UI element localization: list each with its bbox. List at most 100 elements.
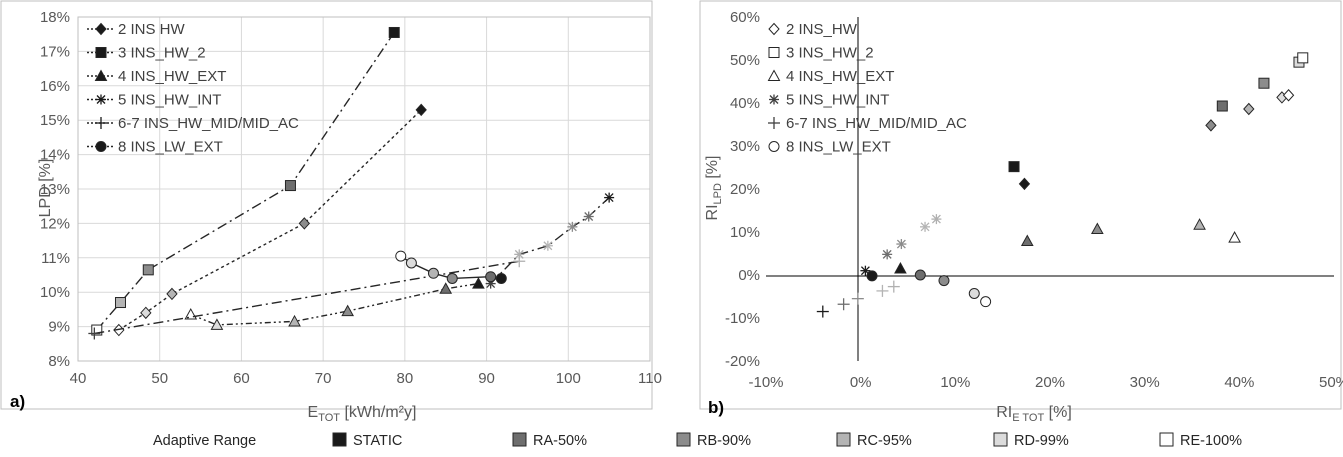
- chart-a-y-tick-label: 14%: [40, 147, 70, 164]
- chart-b-legend-label: 5 INS_HW_INT: [786, 92, 889, 109]
- chart-a-point: [140, 306, 152, 320]
- chart-a-x-tick-label: 70: [315, 370, 332, 387]
- adaptive-range-item: RE-100%: [1159, 432, 1242, 449]
- chart-b-legend-entry: 4 INS_HW_EXT: [767, 68, 894, 85]
- chart-a-series-line: [490, 197, 610, 285]
- chart-a-series-line: [94, 260, 520, 335]
- adaptive-range-swatch: [836, 432, 851, 447]
- chart-b-point: [860, 265, 871, 276]
- chart-b-series-6: [866, 269, 992, 308]
- chart-a-legend-marker: [95, 22, 107, 36]
- chart-b-legend-marker: [768, 22, 780, 36]
- chart-b-legend-marker: [768, 47, 780, 58]
- chart-a-y-tick-label: 18%: [40, 9, 70, 26]
- chart-a-series-line: [96, 32, 395, 331]
- chart-b-point: [1090, 222, 1104, 234]
- chart-a-point: [88, 327, 101, 340]
- chart-b-x-axis-label: RIE TOT [%]: [996, 404, 1072, 424]
- chart-b-legend-entry: 6-7 INS_HW_MID/MID_AC: [768, 115, 967, 132]
- chart-a-point: [567, 221, 578, 232]
- chart-a-series: [88, 26, 615, 340]
- chart-a-legend-entry: 2 INS HW: [87, 21, 186, 38]
- chart-b-point: [1193, 218, 1206, 230]
- chart-b-point: [816, 305, 829, 318]
- chart-b-legend-label: 2 INS_HW: [786, 21, 858, 38]
- chart-a-legend-entry: 5 INS_HW_INT: [87, 92, 221, 109]
- chart-a-point: [495, 272, 507, 284]
- chart-a-point: [542, 240, 553, 251]
- chart-a-legend-label: 5 INS_HW_INT: [118, 92, 221, 109]
- chart-b-legend-entry: 5 INS_HW_INT: [769, 92, 889, 109]
- chart-b-x-tick-label: 30%: [1130, 374, 1160, 391]
- chart-a-legend-label: 6-7 INS_HW_MID/MID_AC: [118, 115, 299, 132]
- chart-a-legend-marker: [95, 117, 107, 129]
- chart-a-legend-marker: [94, 69, 108, 81]
- chart-b-point: [920, 221, 931, 232]
- chart-a-plot-area: [77, 16, 651, 362]
- chart-a-point: [91, 324, 103, 336]
- chart-a-legend-entry: 8 INS_LW_EXT: [87, 139, 223, 156]
- chart-a-series-line: [190, 282, 479, 326]
- chart-b-y-tick-label: -20%: [725, 353, 760, 370]
- chart-a-legend-marker: [95, 47, 107, 58]
- chart-a-legend-entry: 3 INS_HW_2: [87, 45, 206, 62]
- adaptive-range-title: Adaptive Range: [153, 433, 256, 449]
- chart-a-x-tick-label: 80: [397, 370, 414, 387]
- chart-b-x-tick-label: -10%: [748, 374, 783, 391]
- adaptive-range-item: RB-90%: [676, 432, 751, 449]
- chart-a-y-tick-label: 13%: [40, 181, 70, 198]
- chart-b-x-tick-label: 50%: [1319, 374, 1343, 391]
- chart-a-legend-marker: [96, 94, 106, 105]
- chart-b-point: [1258, 77, 1270, 89]
- chart-a-series-2: [91, 26, 400, 336]
- chart-a-point: [427, 267, 439, 279]
- chart-b-point: [1228, 231, 1241, 243]
- chart-b-series-3: [894, 218, 1241, 274]
- chart-b-y-tick-label: 0%: [738, 267, 760, 284]
- chart-b-legend-marker: [768, 117, 780, 129]
- chart-b-x-tick-label: 20%: [1035, 374, 1065, 391]
- chart-b-point: [938, 275, 950, 287]
- chart-b-series: [816, 52, 1309, 318]
- chart-b-point: [1008, 161, 1020, 173]
- chart-b-legend-label: 6-7 INS_HW_MID/MID_AC: [786, 115, 967, 132]
- chart-a-y-tick-label: 15%: [40, 112, 70, 129]
- chart-a-x-tick-label: 60: [233, 370, 250, 387]
- chart-b-point: [866, 270, 878, 282]
- chart-b-point: [837, 298, 850, 311]
- adaptive-range-swatch: [512, 432, 527, 447]
- chart-a-series-1: [113, 103, 427, 337]
- chart-b-tick-labels: -20% -10% 0% 10% 20% 30% 40% 50% 60% -10% 0% 10% 20%…: [725, 9, 1343, 391]
- chart-b-point: [887, 280, 900, 293]
- chart-b-x-tick-label: 10%: [940, 374, 970, 391]
- chart-b-point: [1020, 234, 1034, 247]
- chart-a-series-6: [395, 250, 507, 284]
- chart-b: -20% -10% 0% 10% 20% 30% 40% 50% 60% -10% 0% 10% 20%…: [699, 0, 1343, 424]
- chart-b-legend-marker: [769, 94, 779, 105]
- chart-b-point: [968, 287, 980, 299]
- chart-b-legend-label: 3 INS_HW_2: [786, 45, 874, 62]
- chart-a-point: [210, 318, 224, 330]
- chart-b-point: [1243, 102, 1255, 116]
- adaptive-range-swatch: [676, 432, 691, 447]
- chart-b-point: [914, 269, 926, 281]
- chart-a-point: [446, 272, 458, 284]
- chart-a-y-tick-label: 10%: [40, 284, 70, 301]
- chart-a-y-tick-label: 17%: [40, 43, 70, 60]
- chart-a-y-tick-label: 11%: [41, 250, 70, 267]
- chart-a-border: [0, 0, 653, 410]
- adaptive-range-swatch: [1159, 432, 1174, 447]
- chart-a-point: [415, 103, 427, 117]
- adaptive-range-legend: Adaptive Range STATIC RA-50% RB-90% RC-95% R…: [153, 432, 1242, 449]
- chart-a-point: [166, 287, 178, 301]
- chart-b-panel-label: b): [708, 398, 724, 417]
- adaptive-range-label: RB-90%: [697, 433, 751, 449]
- chart-b-point: [896, 239, 907, 250]
- chart-b-point: [851, 292, 864, 305]
- chart-a-x-tick-label: 110: [638, 370, 662, 387]
- chart-b-series-4: [860, 214, 942, 276]
- chart-b-y-tick-label: 40%: [730, 95, 760, 112]
- chart-b-point: [894, 262, 907, 274]
- chart-b-legend: 2 INS_HW 3 INS_HW_2 4 INS_HW_EXT 5 INS_HW_I…: [767, 21, 967, 156]
